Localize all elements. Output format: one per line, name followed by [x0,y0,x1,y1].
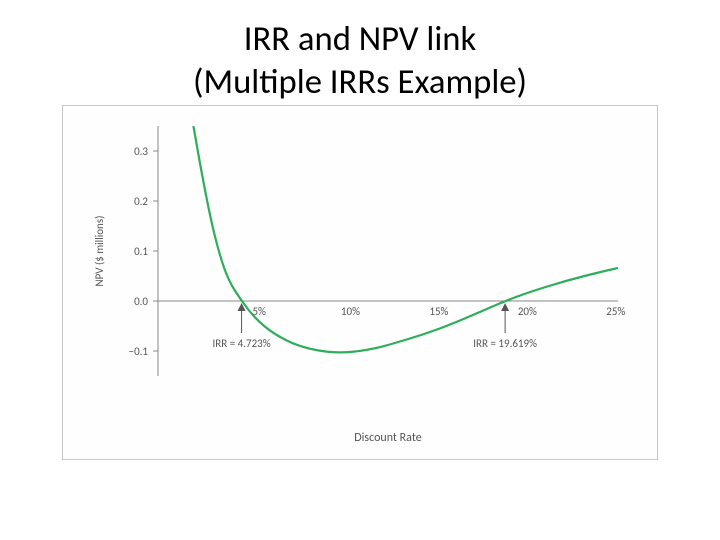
slide: IRR and NPV link (Multiple IRRs Example)… [0,0,720,540]
y-axis-label: NPV ($ millions) [93,216,106,287]
title-line-2: (Multiple IRRs Example) [0,61,720,104]
y-tick-label: 0.1 [134,245,148,258]
title-line-1: IRR and NPV link [0,18,720,61]
npv-chart: −0.10.00.10.20.35%10%15%20%25%NPV ($ mil… [63,106,657,459]
x-tick-label: 25% [606,305,625,318]
y-tick-label: 0.3 [134,145,148,158]
x-tick-label: 20% [518,305,537,318]
y-tick-label: 0.0 [134,295,148,308]
irr-label-1: IRR = 19.619% [473,337,537,350]
irr-label-0: IRR = 4.723% [212,337,270,350]
x-tick-label: 15% [429,305,448,318]
irr-arrowhead [501,303,509,311]
x-tick-label: 10% [341,305,360,318]
slide-title: IRR and NPV link (Multiple IRRs Example) [0,18,720,105]
x-axis-label: Discount Rate [354,431,421,445]
npv-curve [193,126,618,352]
chart-frame: −0.10.00.10.20.35%10%15%20%25%NPV ($ mil… [62,105,658,460]
y-tick-label: 0.2 [134,195,148,208]
y-tick-label: −0.1 [129,345,149,358]
